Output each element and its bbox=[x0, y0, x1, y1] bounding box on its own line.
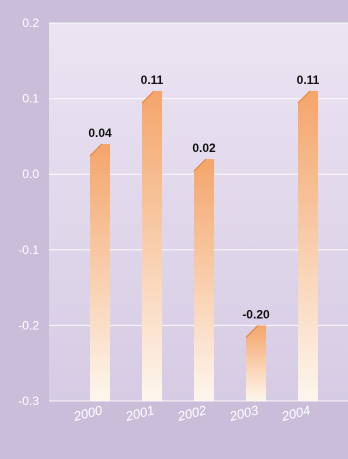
bar-top-edge bbox=[89, 143, 103, 157]
bar-top-edge bbox=[297, 90, 311, 104]
data-label: 0.11 bbox=[297, 73, 320, 87]
bar-top-edge bbox=[193, 158, 207, 172]
data-label: 0.04 bbox=[88, 126, 112, 140]
y-tick-label: -0.2 bbox=[18, 318, 39, 332]
y-tick-label: 0.1 bbox=[22, 92, 39, 106]
x-tick-label: 2002 bbox=[175, 402, 208, 424]
bar bbox=[246, 325, 266, 401]
y-tick-label: 0.0 bbox=[22, 167, 39, 181]
y-tick-label: 0.2 bbox=[22, 16, 39, 30]
bar bbox=[194, 159, 214, 401]
data-label: -0.20 bbox=[242, 307, 270, 321]
bar-top-edge bbox=[245, 324, 259, 338]
x-tick-label: 2001 bbox=[123, 402, 156, 424]
x-tick-label: 2004 bbox=[279, 402, 312, 424]
bar bbox=[142, 91, 162, 401]
bar bbox=[298, 91, 318, 401]
bar-top-edge bbox=[141, 90, 155, 104]
y-tick-label: -0.3 bbox=[18, 394, 39, 408]
x-tick-label: 2000 bbox=[71, 402, 104, 424]
y-tick-label: -0.1 bbox=[18, 243, 39, 257]
bar bbox=[90, 143, 110, 401]
x-tick-label: 2003 bbox=[227, 402, 260, 424]
data-label: 0.11 bbox=[141, 73, 164, 87]
data-label: 0.02 bbox=[192, 141, 216, 155]
